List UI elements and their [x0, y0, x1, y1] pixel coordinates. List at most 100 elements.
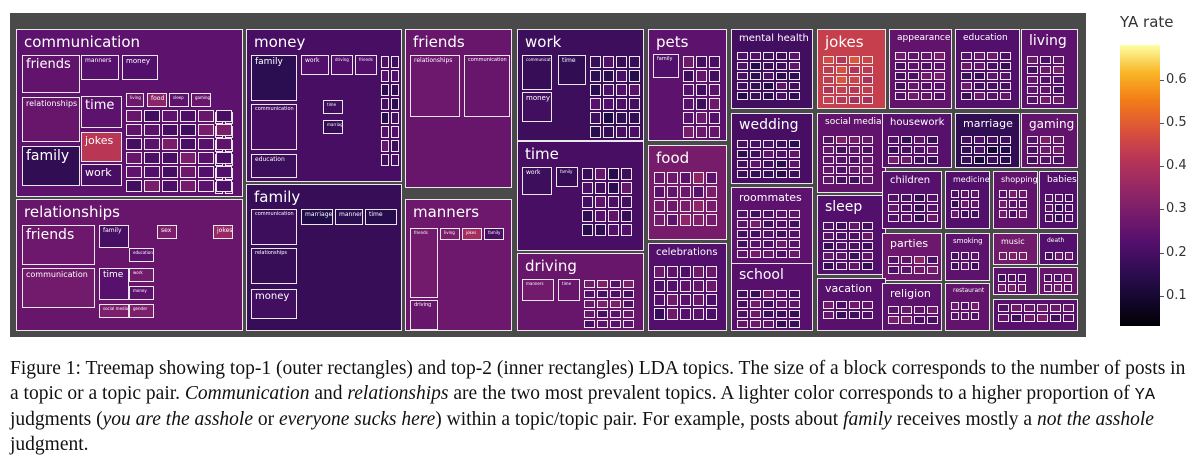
sub-topic-label: education	[133, 250, 153, 255]
sub-topic-cell	[763, 210, 774, 218]
topic-label: food	[656, 149, 690, 167]
sub-topic-cell	[683, 112, 694, 124]
sub-topic-cell	[750, 300, 761, 308]
sub-topic-cell	[998, 314, 1009, 322]
sub-topic-cell	[1024, 314, 1035, 322]
sub-topic-cell	[961, 92, 972, 100]
sub-topic-cell	[823, 96, 834, 104]
sub-topic-cell	[1027, 66, 1038, 74]
sub-topic-cell	[629, 98, 640, 110]
sub-topic-cell	[654, 280, 665, 292]
topic-tile-vacation: vacation	[817, 278, 886, 331]
sub-topic-cell	[706, 308, 717, 320]
sub-topic-cell	[198, 180, 214, 192]
sub-topic-cell	[999, 190, 1007, 198]
sub-topic-cell	[683, 126, 694, 138]
sub-topic-cell	[849, 66, 860, 74]
sub-topic-cell	[901, 266, 912, 274]
sub-topic-cell	[706, 186, 717, 198]
topic-label: living	[1029, 33, 1067, 49]
sub-topic-cell	[737, 300, 748, 308]
sub-topic-label: work	[85, 166, 112, 179]
sub-topic-cell	[1008, 274, 1016, 282]
sub-topic-cell	[126, 124, 142, 136]
sub-topic-label: relationships	[255, 250, 287, 256]
sub-topic-cell	[823, 222, 834, 230]
topic-tile-food: food	[648, 145, 727, 240]
sub-topic-cell	[987, 156, 998, 164]
sub-topic-cell	[750, 72, 761, 80]
sub-topic-cell	[391, 112, 399, 124]
sub-topic-cell	[849, 146, 860, 154]
sub-topic-cell	[590, 70, 601, 82]
sub-topic-cell	[927, 156, 938, 164]
sub-topic-tile: manners	[335, 209, 363, 225]
sub-topic-cell	[823, 242, 834, 250]
sub-topic-tile: work	[522, 167, 552, 195]
sub-topic-cell	[693, 266, 704, 278]
sub-topic-label: friends	[26, 227, 75, 243]
sub-topic-cell	[895, 82, 906, 90]
sub-topic-cell	[180, 166, 196, 178]
sub-topic-cell	[901, 194, 912, 202]
caption-em: Communication	[184, 382, 310, 404]
sub-topic-label: communication	[468, 57, 507, 63]
sub-topic-cell	[1000, 82, 1011, 90]
colorbar	[1120, 45, 1160, 326]
sub-topic-tile: friends	[22, 225, 95, 265]
sub-topic-label: communication	[255, 106, 294, 112]
sub-topic-tile: friends	[22, 55, 80, 93]
sub-topic-cell	[608, 196, 619, 208]
sub-topic-tile: communication	[522, 55, 552, 90]
sub-topic-cell	[862, 242, 873, 250]
sub-topic-cell	[595, 224, 606, 236]
sub-topic-cell	[849, 311, 860, 319]
sub-topic-cell	[921, 72, 932, 80]
sub-topic-cell	[888, 306, 899, 314]
sub-topic-cell	[381, 84, 389, 96]
topic-tile-time: time work family	[517, 141, 644, 251]
sub-topic-cell	[608, 224, 619, 236]
sub-topic-cell	[597, 320, 608, 328]
sub-topic-cell	[144, 124, 160, 136]
sub-topic-cell	[888, 256, 899, 264]
sub-topic-cell	[763, 320, 774, 328]
sub-topic-cell	[623, 310, 634, 318]
sub-topic-cell	[789, 220, 800, 228]
sub-topic-cell	[763, 310, 774, 318]
sub-topic-cell	[603, 70, 614, 82]
sub-topic-cell	[610, 280, 621, 288]
sub-topic-label: food	[151, 95, 165, 102]
sub-topic-cell	[974, 92, 985, 100]
sub-topic-cell	[914, 156, 925, 164]
sub-topic-cell	[1009, 210, 1017, 218]
sub-topic-cell	[1000, 72, 1011, 80]
sub-topic-cell	[1040, 56, 1051, 64]
sub-topic-cell	[789, 250, 800, 258]
sub-topic-cell	[823, 232, 834, 240]
topic-label: social media	[825, 117, 882, 127]
topic-tile-driving: driving manners time	[517, 253, 644, 331]
sub-topic-cell	[862, 76, 873, 84]
sub-topic-cell	[584, 310, 595, 318]
sub-topic-cell	[914, 194, 925, 202]
sub-topic-cell	[849, 156, 860, 164]
topic-label: communication	[24, 33, 141, 51]
sub-topic-cell	[763, 52, 774, 60]
sub-topic-cell	[1064, 284, 1072, 292]
sub-topic-cell	[888, 194, 899, 202]
sub-topic-cell	[198, 124, 214, 136]
sub-topic-cell	[621, 224, 632, 236]
sub-topic-cell	[1037, 304, 1048, 312]
sub-topic-cell	[610, 310, 621, 318]
sub-topic-cell	[693, 294, 704, 306]
sub-topic-cell	[987, 52, 998, 60]
sub-topic-cell	[998, 284, 1006, 292]
sub-topic-cell	[709, 56, 720, 68]
figure-caption: Figure 1: Treemap showing top-1 (outer r…	[10, 357, 1195, 457]
sub-topic-cell	[144, 152, 160, 164]
sub-topic-label: marriage	[327, 122, 343, 127]
sub-topic-cell	[623, 320, 634, 328]
sub-topic-cell	[603, 126, 614, 138]
sub-topic-cell	[776, 320, 787, 328]
